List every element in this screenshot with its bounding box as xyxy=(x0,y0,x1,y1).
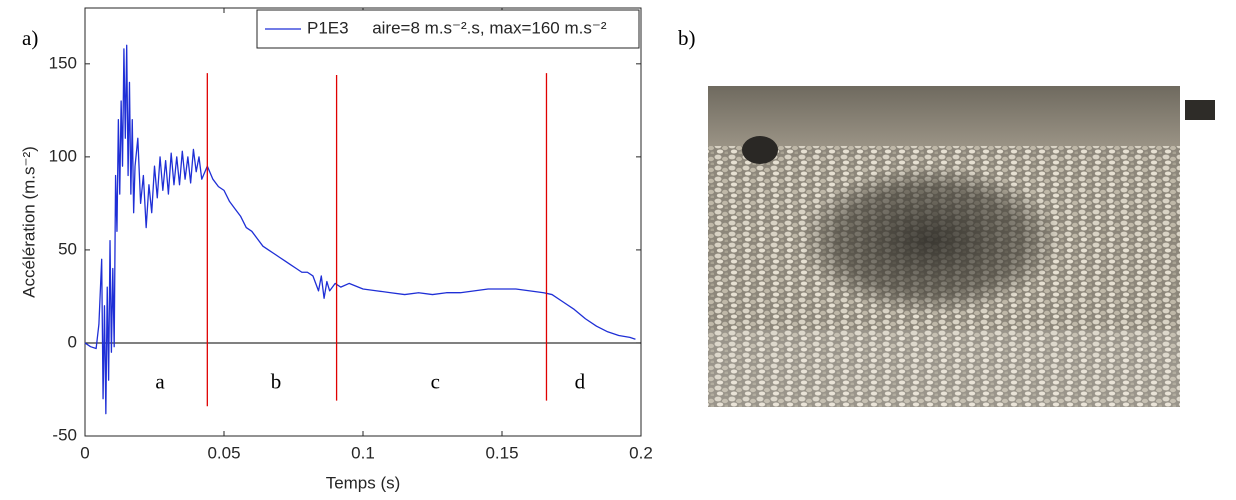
x-tick-label: 0.1 xyxy=(351,443,375,462)
y-tick-label: 0 xyxy=(68,332,77,351)
x-axis-title: Temps (s) xyxy=(326,473,401,492)
phase-label: b xyxy=(271,370,282,394)
y-tick-label: 50 xyxy=(58,239,77,258)
photo xyxy=(708,86,1215,407)
x-tick-label: 0.05 xyxy=(207,443,240,462)
panel-label: a) xyxy=(22,26,38,50)
y-axis-title: Accélération (m.s⁻²) xyxy=(19,146,38,298)
panel-label: b) xyxy=(678,26,696,50)
data-line xyxy=(84,44,636,415)
y-tick-label: -50 xyxy=(52,425,77,444)
phase-label: c xyxy=(431,370,440,394)
x-tick-label: 0.2 xyxy=(629,443,653,462)
legend-label: P1E3 aire=8 m.s⁻².s, max=160 m.s⁻² xyxy=(307,18,607,37)
plot-frame xyxy=(84,7,642,437)
x-tick-label: 0.15 xyxy=(485,443,518,462)
phase-label: a xyxy=(155,370,165,394)
legend-box xyxy=(256,9,640,49)
y-tick-label: 100 xyxy=(49,146,77,165)
y-tick-label: 150 xyxy=(49,53,77,72)
x-tick-label: 0 xyxy=(80,443,89,462)
phase-label: d xyxy=(575,370,586,394)
